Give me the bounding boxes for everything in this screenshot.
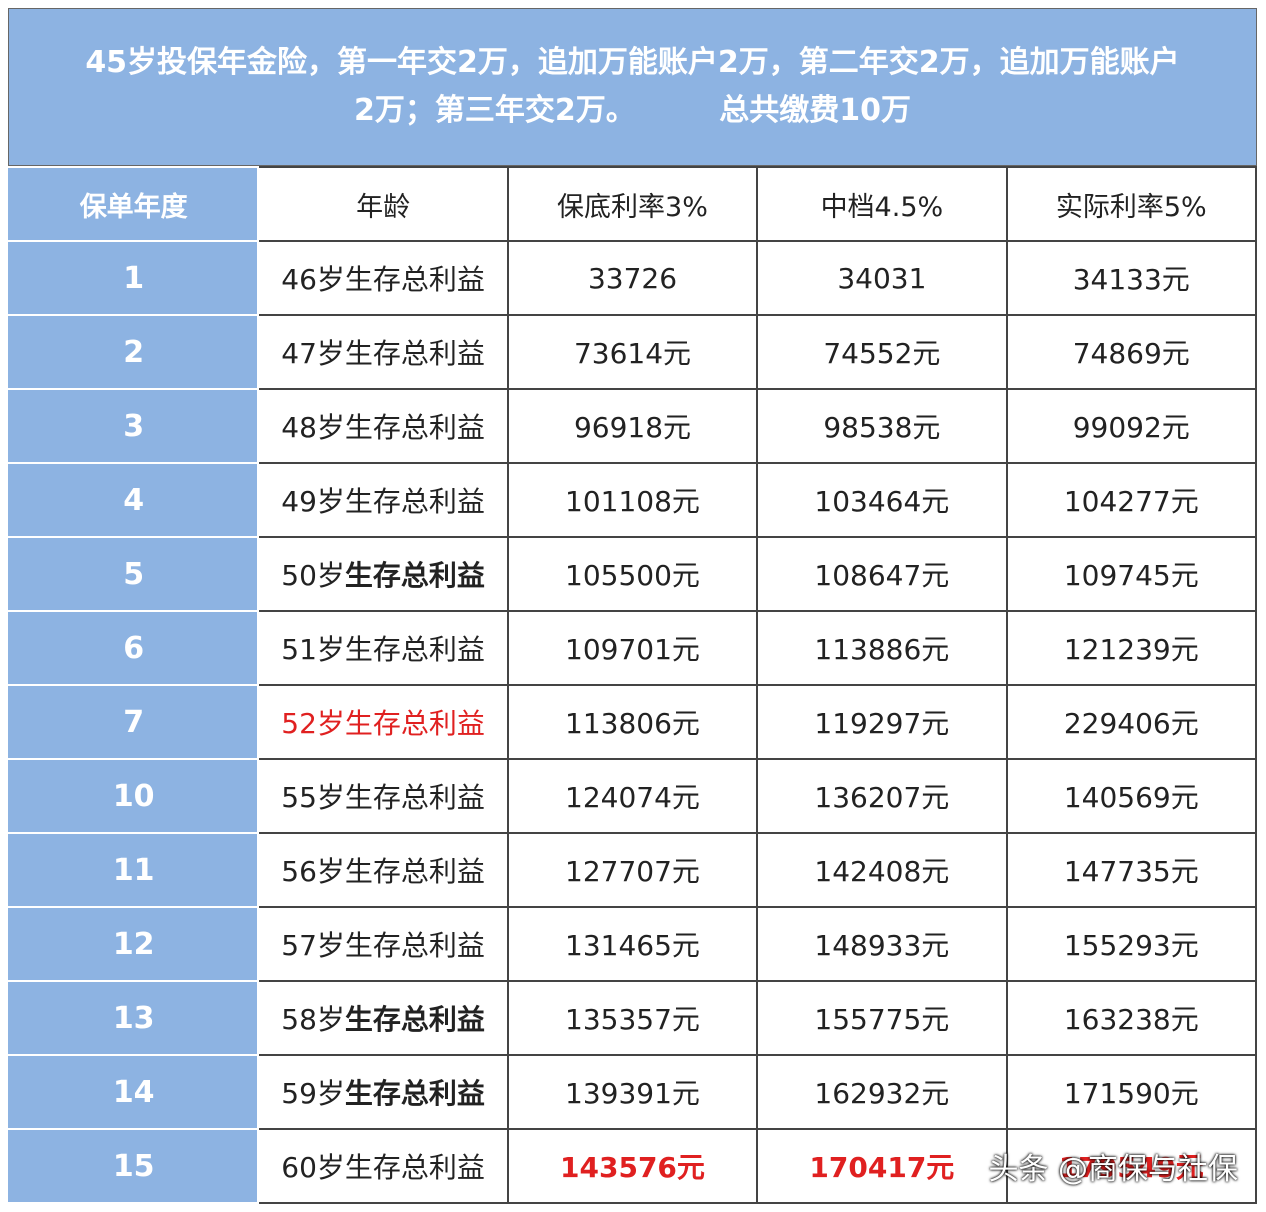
cell: 104277元 [1005,462,1258,538]
year-cell: 6 [7,610,260,686]
row: 6 51岁生存总利益 109701元 113886元 121239元 [7,610,1258,686]
row: 5 50岁生存总利益 105500元 108647元 109745元 [7,536,1258,612]
cell: 127707元 [506,832,759,908]
year-cell: 1 [7,240,260,316]
header-cell: 保单年度 [7,166,260,242]
cell: 59岁生存总利益 [257,1054,509,1130]
table: 保单年度 年龄 保底利率3% 中档4.5% 实际利率5% 1 46岁生存总利益 33726 34… [7,166,1258,1204]
cell: 155775元 [756,980,1008,1056]
title-line: 2万；第三年交2万。 总共缴费10万 [353,93,912,128]
cell: 57岁生存总利益 [257,906,509,982]
cell: 50岁生存总利益 [257,536,509,612]
year-cell: 11 [7,832,260,908]
cell: 58岁生存总利益 [257,980,509,1056]
cell: 56岁生存总利益 [257,832,509,908]
row: 10 55岁生存总利益 124074元 136207元 140569元 [7,758,1258,834]
header-row: 保单年度 年龄 保底利率3% 中档4.5% 实际利率5% [7,166,1258,242]
year-cell: 4 [7,462,260,538]
header-cell: 年龄 [257,166,509,242]
cell: 131465元 [506,906,759,982]
title: 45岁投保年金险，第一年交2万，追加万能账户2万，第二年交2万，追加万能账户 2… [8,8,1257,166]
cell: 60岁生存总利益 [257,1128,509,1204]
cell: 119297元 [756,684,1008,760]
cell: 46岁生存总利益 [257,240,509,316]
cell: 74552元 [756,314,1008,390]
cell: 48岁生存总利益 [257,388,509,464]
row: 12 57岁生存总利益 131465元 148933元 155293元 [7,906,1258,982]
year-cell: 13 [7,980,260,1056]
year-cell: 3 [7,388,260,464]
cell: 108647元 [756,536,1008,612]
cell: 103464元 [756,462,1008,538]
cell: 139391元 [506,1054,759,1130]
year-cell: 2 [7,314,260,390]
cell: 162932元 [756,1054,1008,1130]
cell: 34133元 [1005,240,1258,316]
cell: 155293元 [1005,906,1258,982]
row: 11 56岁生存总利益 127707元 142408元 147735元 [7,832,1258,908]
row: 15 60岁生存总利益 143576元 170417元 179549元 [7,1128,1258,1204]
cell: 105500元 [506,536,759,612]
cell: 47岁生存总利益 [257,314,509,390]
cell: 96918元 [506,388,759,464]
cell: 51岁生存总利益 [257,610,509,686]
cell: 33726 [506,240,759,316]
year-cell: 5 [7,536,260,612]
cell: 101108元 [506,462,759,538]
cell: 109701元 [506,610,759,686]
year-cell: 14 [7,1054,260,1130]
cell: 73614元 [506,314,759,390]
cell: 142408元 [756,832,1008,908]
cell: 34031 [756,240,1008,316]
cell: 98538元 [756,388,1008,464]
bold-text: 生存总利益 [344,1003,485,1036]
cell: 148933元 [756,906,1008,982]
year-cell: 15 [7,1128,260,1204]
sheet: 45岁投保年金险，第一年交2万，追加万能账户2万，第二年交2万，追加万能账户 2… [7,8,1258,1204]
cell: 140569元 [1005,758,1258,834]
bold-text: 生存总利益 [344,1077,485,1110]
row: 4 49岁生存总利益 101108元 103464元 104277元 [7,462,1258,538]
cell: 179549元 [1005,1128,1258,1204]
year-cell: 10 [7,758,260,834]
cell: 99092元 [1005,388,1258,464]
cell: 124074元 [506,758,759,834]
cell: 49岁生存总利益 [257,462,509,538]
row: 2 47岁生存总利益 73614元 74552元 74869元 [7,314,1258,390]
cell: 136207元 [756,758,1008,834]
header-cell: 实际利率5% [1005,166,1258,242]
row: 1 46岁生存总利益 33726 34031 34133元 [7,240,1258,316]
cell: 170417元 [756,1128,1008,1204]
cell: 52岁生存总利益 [257,684,509,760]
header-cell: 中档4.5% [756,166,1008,242]
cell: 74869元 [1005,314,1258,390]
cell: 109745元 [1005,536,1258,612]
cell: 121239元 [1005,610,1258,686]
year-cell: 7 [7,684,260,760]
cell: 163238元 [1005,980,1258,1056]
cell: 135357元 [506,980,759,1056]
cell: 55岁生存总利益 [257,758,509,834]
bold-text: 生存总利益 [344,559,485,592]
title-line: 45岁投保年金险，第一年交2万，追加万能账户2万，第二年交2万，追加万能账户 [85,45,1180,80]
row: 13 58岁生存总利益 135357元 155775元 163238元 [7,980,1258,1056]
header-cell: 保底利率3% [506,166,759,242]
row: 7 52岁生存总利益 113806元 119297元 229406元 [7,684,1258,760]
watermark: 头条 @商保与社保 [988,1152,1238,1187]
cell: 229406元 [1005,684,1258,760]
row: 3 48岁生存总利益 96918元 98538元 99092元 [7,388,1258,464]
year-cell: 12 [7,906,260,982]
row: 14 59岁生存总利益 139391元 162932元 171590元 [7,1054,1258,1130]
cell: 113806元 [506,684,759,760]
cell: 147735元 [1005,832,1258,908]
cell: 171590元 [1005,1054,1258,1130]
cell: 113886元 [756,610,1008,686]
cell: 143576元 [506,1128,759,1204]
